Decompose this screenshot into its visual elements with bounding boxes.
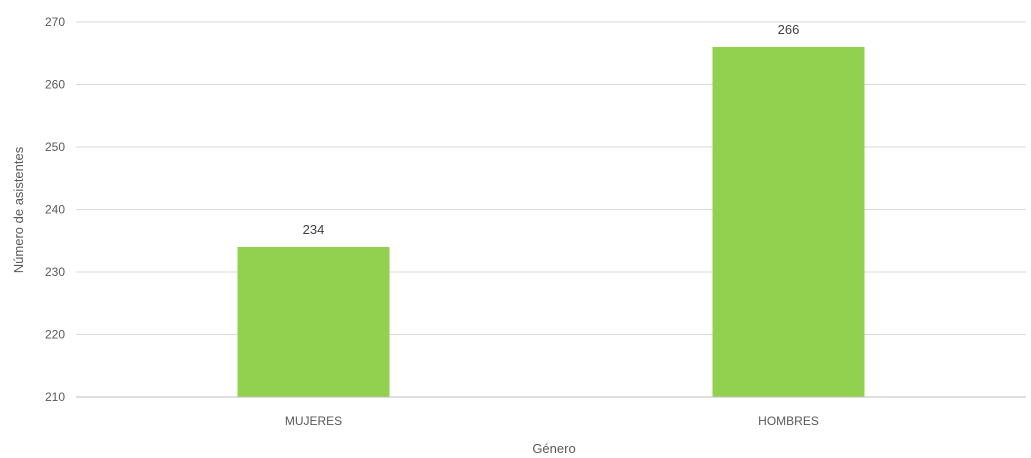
x-axis-ticks: MUJERES HOMBRES <box>285 414 819 428</box>
data-labels: 234 266 <box>303 22 800 237</box>
y-tick-label: 240 <box>45 203 65 217</box>
y-tick-label: 270 <box>45 15 65 29</box>
bar-mujeres <box>237 247 390 397</box>
y-tick-label: 210 <box>45 390 65 404</box>
y-tick-label: 250 <box>45 140 65 154</box>
y-tick-label: 220 <box>45 328 65 342</box>
data-label-hombres: 266 <box>778 22 800 37</box>
bar-hombres <box>712 47 865 397</box>
y-tick-label: 260 <box>45 78 65 92</box>
x-tick-label-hombres: HOMBRES <box>758 414 819 428</box>
bars <box>237 47 865 397</box>
gridlines <box>76 21 1026 335</box>
x-axis-title: Género <box>532 441 575 456</box>
data-label-mujeres: 234 <box>303 222 325 237</box>
y-axis-title: Número de asistentes <box>11 146 26 273</box>
x-tick-label-mujeres: MUJERES <box>285 414 342 428</box>
y-tick-label: 230 <box>45 265 65 279</box>
y-axis-ticks: 210 220 230 240 250 260 270 <box>45 15 65 404</box>
